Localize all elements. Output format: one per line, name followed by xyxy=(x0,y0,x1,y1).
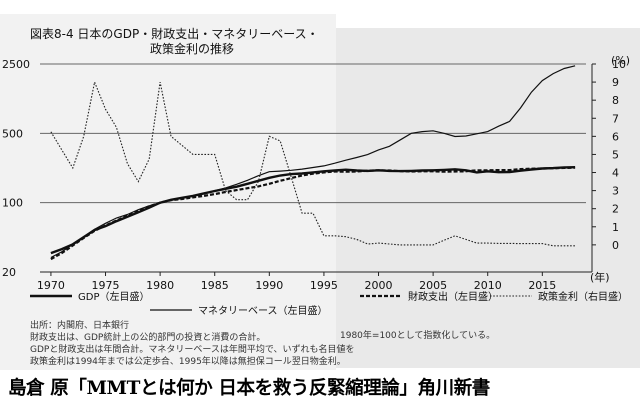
legend-fiscal-spending-label: 財政支出（左目盛） xyxy=(408,290,498,303)
chart-title-line2: 政策金利の推移 xyxy=(150,41,234,56)
fiscal-spending-line xyxy=(50,166,576,261)
x-tick-label: 2015 xyxy=(528,279,556,292)
book-citation: 島倉 原「MMTとは何か 日本を救う反緊縮理論」角川新書 xyxy=(8,378,490,399)
y-left-tick-label: 20 xyxy=(2,266,16,279)
x-tick-label: 1995 xyxy=(310,279,338,292)
y-right-tick-label: 4 xyxy=(612,167,619,180)
chart-title-line1: 図表8-4 日本のGDP・財政支出・マネタリーベース・ xyxy=(30,26,319,41)
y-right-tick-label: 6 xyxy=(612,130,619,143)
note-index: 1980年=100として指数化している。 xyxy=(340,329,495,341)
book-page-right xyxy=(336,28,640,368)
y-right-tick-label: 7 xyxy=(612,112,619,125)
legend-gdp-label: GDP（左目盛） xyxy=(78,290,149,303)
policy-rate-line xyxy=(50,80,576,247)
x-tick-label: 2005 xyxy=(419,279,447,292)
y-right-tick-label: 5 xyxy=(612,148,619,161)
legend-policy-rate-label: 政策金利（右目盛） xyxy=(538,290,628,303)
x-tick-label: 2010 xyxy=(474,279,502,292)
x-tick-label: 1985 xyxy=(201,279,229,292)
note-fiscal: 財政支出は、GDP統計上の公的部門の投資と消費の合計。 xyxy=(30,331,265,343)
x-tick-label: 1990 xyxy=(255,279,283,292)
y-right-tick-label: 2 xyxy=(612,203,619,216)
right-axis-unit: (%) xyxy=(611,54,630,67)
legend-monetary-base-label: マネタリーベース（左目盛） xyxy=(198,304,328,317)
x-tick-label: 1980 xyxy=(146,279,174,292)
axes: 20 100 500 2500 0 1 2 3 4 5 6 7 8 9 10 1970 1975 1980 1985… xyxy=(2,58,626,292)
book-page-left xyxy=(0,14,336,370)
y-right-tick-label: 8 xyxy=(612,94,619,107)
x-axis-unit: (年) xyxy=(590,270,610,284)
x-tick-label: 1975 xyxy=(92,279,120,292)
y-right-tick-label: 3 xyxy=(612,185,619,198)
monetary-base-line xyxy=(50,65,576,259)
series-layer xyxy=(50,65,576,261)
y-right-tick-label: 0 xyxy=(612,239,619,252)
y-right-tick-label: 1 xyxy=(612,221,619,234)
y-left-tick-label: 100 xyxy=(2,197,23,210)
y-left-tick-label: 500 xyxy=(2,127,23,140)
y-right-tick-label: 9 xyxy=(612,76,619,89)
x-tick-label: 1970 xyxy=(37,279,65,292)
source-note: 出所：内閣府、日本銀行 xyxy=(30,319,129,331)
note-gdp: GDPと財政支出は年間合計。マネタリーベースは年間平均で、いずれも名目値を xyxy=(30,343,355,355)
legend: GDP（左目盛） マネタリーベース（左目盛） 財政支出（左目盛） 政策金利（右目盛） xyxy=(30,290,628,317)
y-left-tick-label: 2500 xyxy=(2,58,30,71)
x-tick-label: 2000 xyxy=(365,279,393,292)
note-rate: 政策金利は1994年までは公定歩合、1995年以降は無担保コール翌日物金利。 xyxy=(30,355,346,367)
gdp-line xyxy=(50,166,576,255)
y-right-tick-label: 10 xyxy=(612,58,626,71)
